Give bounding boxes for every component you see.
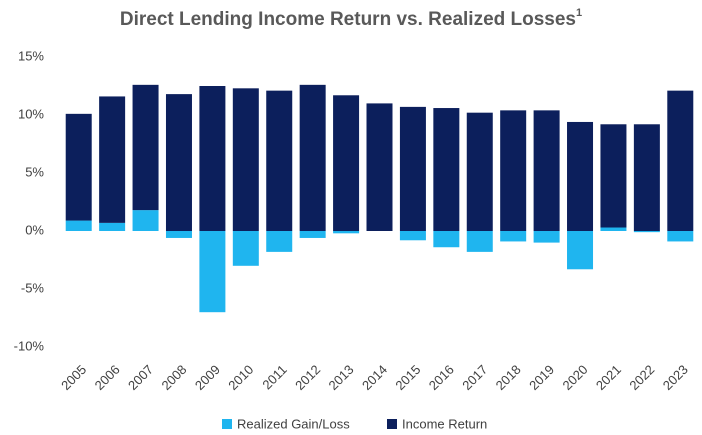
bar [533, 110, 560, 231]
bar [132, 210, 159, 231]
x-tick-label: 2009 [192, 362, 223, 393]
bar [165, 94, 192, 232]
legend-label: Realized Gain/Loss [237, 416, 350, 431]
bar [99, 96, 126, 223]
x-tick-label: 2018 [493, 362, 524, 393]
bar [433, 231, 460, 248]
bar [399, 106, 426, 231]
x-tick-label: 2022 [626, 362, 657, 393]
bar [65, 113, 92, 221]
legend-swatch [387, 419, 397, 429]
x-tick-label: 2006 [92, 362, 123, 393]
bar [500, 231, 527, 242]
bar [65, 220, 92, 231]
chart-title: Direct Lending Income Return vs. Realize… [120, 7, 582, 30]
x-tick-label: 2007 [125, 362, 156, 393]
x-tick-label: 2013 [326, 362, 357, 393]
x-tick-label: 2023 [660, 362, 691, 393]
bar [466, 231, 493, 252]
y-tick-label: 0% [25, 222, 44, 237]
bar [567, 231, 594, 270]
bar [667, 231, 694, 242]
bar [99, 222, 126, 231]
bar [333, 95, 360, 231]
x-tick-label: 2015 [392, 362, 423, 393]
bar [333, 231, 360, 234]
bar [667, 90, 694, 231]
title-superscript: 1 [576, 7, 582, 19]
x-tick-label: 2016 [426, 362, 457, 393]
bar [266, 90, 293, 231]
bar [533, 231, 560, 243]
x-tick-label: 2008 [158, 362, 189, 393]
y-tick-label: 15% [18, 48, 44, 63]
x-tick-label: 2020 [560, 362, 591, 393]
legend-label: Income Return [402, 416, 487, 431]
bar [633, 124, 660, 231]
y-tick-label: -10% [14, 338, 45, 353]
legend-swatch [222, 419, 232, 429]
x-tick-label: 2019 [526, 362, 557, 393]
bar [366, 103, 393, 231]
bar [132, 84, 159, 211]
bar [199, 231, 226, 313]
x-tick-label: 2017 [459, 362, 490, 393]
bar [567, 121, 594, 231]
bar [299, 231, 326, 238]
bar [399, 231, 426, 241]
title-text: Direct Lending Income Return vs. Realize… [120, 9, 576, 30]
bar [633, 231, 660, 233]
bar [600, 124, 627, 228]
bar [500, 110, 527, 231]
x-tick-label: 2010 [225, 362, 256, 393]
x-tick-label: 2014 [359, 362, 390, 393]
bar [266, 231, 293, 252]
bar [232, 231, 259, 266]
x-tick-label: 2005 [58, 362, 89, 393]
x-tick-label: 2012 [292, 362, 323, 393]
x-tick-label: 2021 [593, 362, 624, 393]
y-tick-label: 5% [25, 164, 44, 179]
bar [165, 231, 192, 238]
x-tick-label: 2011 [259, 362, 289, 392]
bar [199, 86, 226, 231]
bar [466, 112, 493, 231]
bar [232, 88, 259, 231]
bar [433, 108, 460, 231]
y-tick-label: -5% [21, 280, 45, 295]
bar [299, 84, 326, 231]
y-tick-label: 10% [18, 106, 44, 121]
bar [600, 227, 627, 231]
